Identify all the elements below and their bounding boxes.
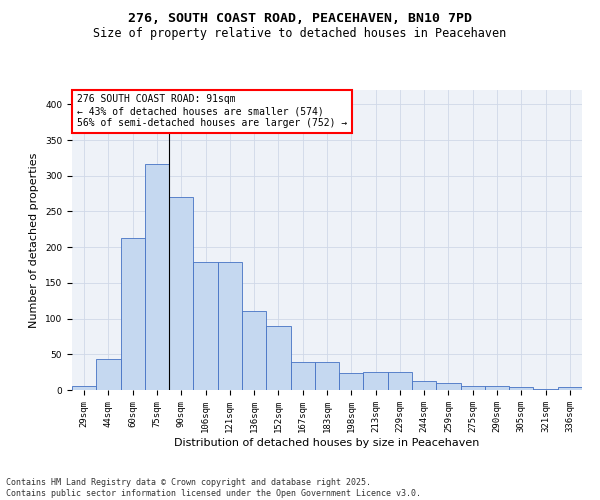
Text: 276, SOUTH COAST ROAD, PEACEHAVEN, BN10 7PD: 276, SOUTH COAST ROAD, PEACEHAVEN, BN10 … [128, 12, 472, 26]
Bar [218, 262, 242, 390]
X-axis label: Distribution of detached houses by size in Peacehaven: Distribution of detached houses by size … [175, 438, 479, 448]
Bar [242, 312, 266, 390]
Bar [461, 386, 485, 390]
Bar [412, 380, 436, 390]
Text: Size of property relative to detached houses in Peacehaven: Size of property relative to detached ho… [94, 28, 506, 40]
Bar [364, 372, 388, 390]
Bar [96, 358, 121, 390]
Bar [72, 386, 96, 390]
Bar [485, 386, 509, 390]
Bar [388, 372, 412, 390]
Y-axis label: Number of detached properties: Number of detached properties [29, 152, 40, 328]
Bar [290, 362, 315, 390]
Bar [193, 262, 218, 390]
Bar [169, 197, 193, 390]
Bar [509, 387, 533, 390]
Text: 276 SOUTH COAST ROAD: 91sqm
← 43% of detached houses are smaller (574)
56% of se: 276 SOUTH COAST ROAD: 91sqm ← 43% of det… [77, 94, 347, 128]
Text: Contains HM Land Registry data © Crown copyright and database right 2025.
Contai: Contains HM Land Registry data © Crown c… [6, 478, 421, 498]
Bar [339, 373, 364, 390]
Bar [121, 238, 145, 390]
Bar [558, 387, 582, 390]
Bar [315, 362, 339, 390]
Bar [145, 164, 169, 390]
Bar [266, 326, 290, 390]
Bar [436, 383, 461, 390]
